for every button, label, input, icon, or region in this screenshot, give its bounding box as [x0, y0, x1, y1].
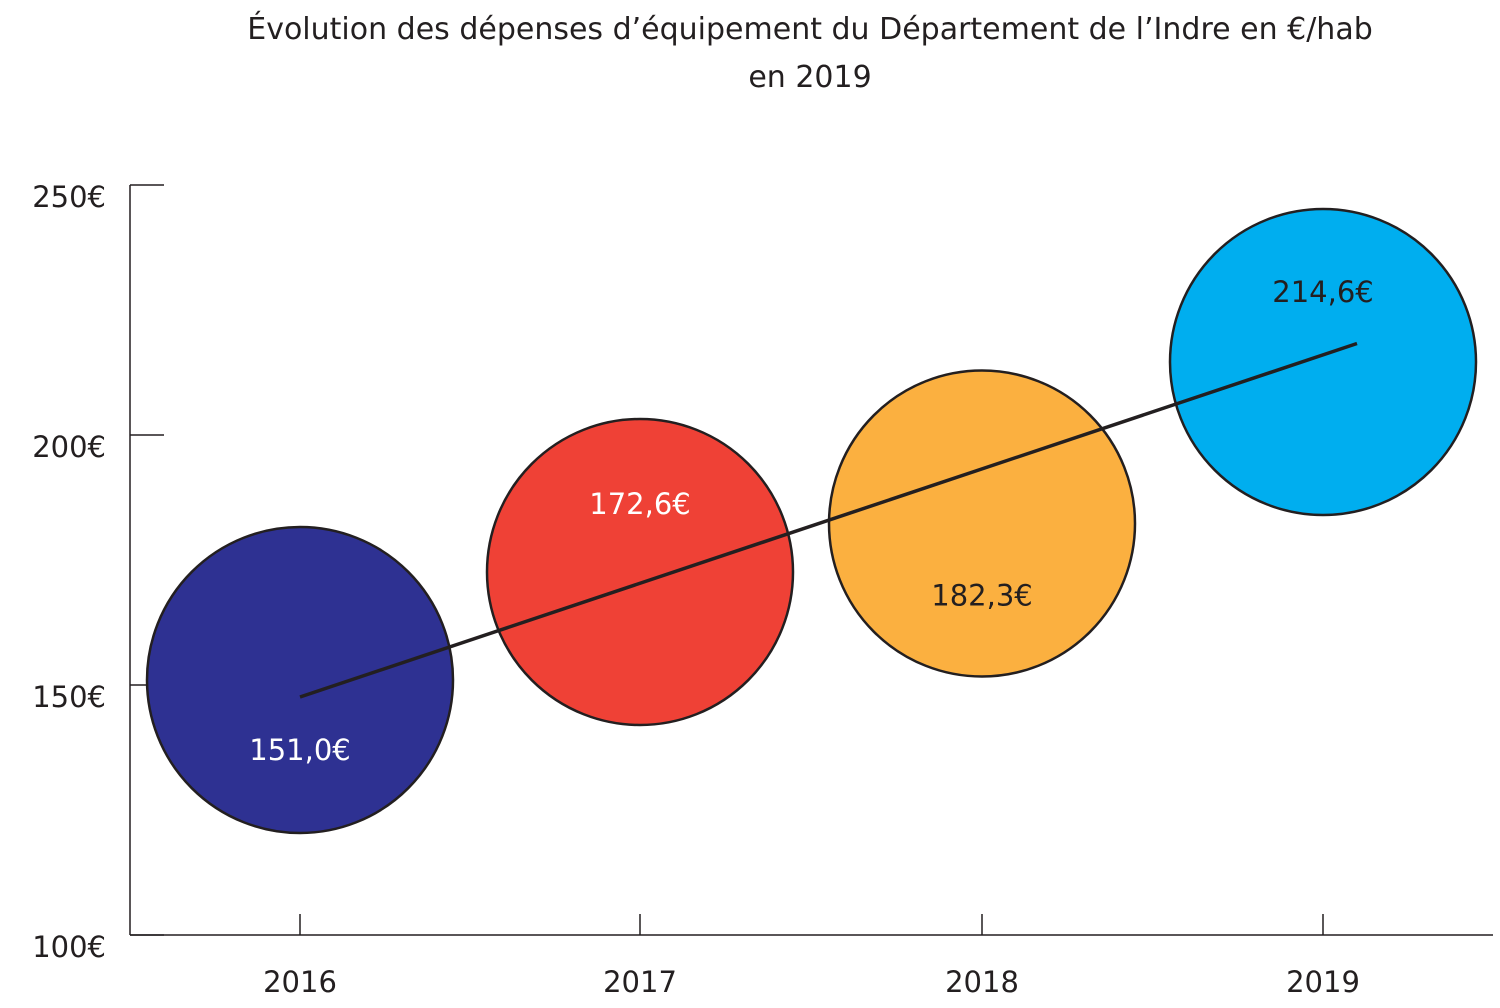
- axes: 100€ 150€ 200€ 250€ 2016 2017 2018 2019: [32, 180, 1493, 999]
- data-label-2017: 172,6€: [589, 487, 690, 521]
- data-labels: 151,0€ 172,6€ 182,3€ 214,6€: [249, 275, 1373, 767]
- data-label-2018: 182,3€: [931, 579, 1032, 613]
- bubble-2019: [1168, 207, 1478, 517]
- x-tick-label: 2017: [603, 965, 677, 999]
- chart-subtitle: en 2019: [748, 60, 872, 95]
- bubble-2017: [485, 417, 795, 727]
- y-tick-label: 150€: [32, 680, 106, 714]
- trend-line: [299, 341, 1358, 699]
- x-tick-label: 2016: [263, 965, 337, 999]
- bubble-2018: [827, 369, 1137, 678]
- data-label-2016: 151,0€: [249, 733, 350, 767]
- x-tick-label: 2019: [1286, 965, 1360, 999]
- y-tick-label: 250€: [32, 180, 106, 214]
- bubble-2016: [145, 525, 455, 835]
- chart-title-block: Évolution des dépenses d’équipement du D…: [0, 6, 1500, 102]
- trend-line-group: [299, 341, 1358, 699]
- x-tick-label: 2018: [945, 965, 1019, 999]
- bubbles: [145, 207, 1478, 835]
- y-tick-label: 200€: [32, 430, 106, 464]
- data-label-2019: 214,6€: [1272, 275, 1373, 309]
- y-tick-label: 100€: [32, 930, 106, 964]
- chart-title: Évolution des dépenses d’équipement du D…: [247, 12, 1373, 47]
